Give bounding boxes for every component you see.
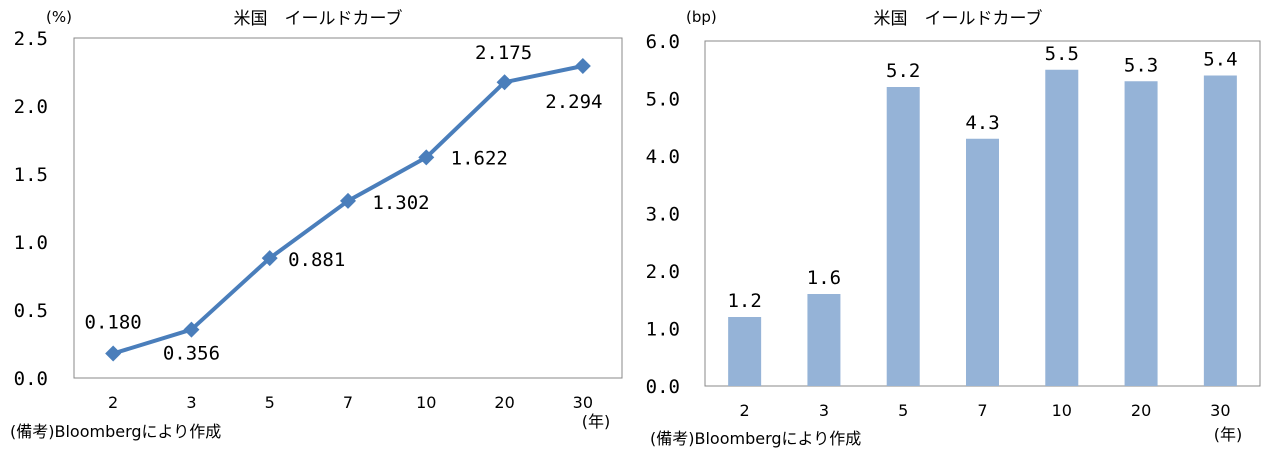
- line-data-label: 0.881: [288, 249, 345, 271]
- bar: [1203, 75, 1237, 386]
- bar-x-tick-label: 5: [898, 401, 908, 420]
- line-x-tick-label: 7: [343, 393, 353, 412]
- line-y-tick-label: 1.5: [14, 164, 48, 186]
- line-y-tick-label: 0.0: [14, 368, 48, 390]
- bar-chart-title: 米国 イールドカーブ: [874, 8, 1043, 29]
- line-y-tick-label: 2.5: [14, 28, 48, 50]
- line-x-tick-label: 3: [186, 393, 196, 412]
- line-data-label: 1.302: [372, 192, 429, 214]
- bar-y-tick-label: 1.0: [646, 319, 680, 341]
- bar: [1045, 69, 1079, 386]
- line-y-tick-label: 0.5: [14, 300, 48, 322]
- line-markers: [105, 58, 591, 362]
- bar-data-label: 5.4: [1203, 49, 1237, 71]
- line-y-tick-label: 1.0: [14, 232, 48, 254]
- line-chart-source-note: (備考)Bloombergにより作成: [10, 422, 221, 441]
- bar-data-label: 5.3: [1124, 54, 1158, 76]
- bar-x-tick-label: 2: [740, 401, 750, 420]
- bar-series: [728, 69, 1237, 386]
- line-point-marker: [261, 250, 278, 267]
- line-data-labels: 0.180 0.356 0.881 1.302 1.622 2.175 2.294: [85, 42, 603, 364]
- bar-y-tick-label: 5.0: [646, 89, 680, 111]
- bar-x-tick-label: 3: [819, 401, 829, 420]
- bar-x-tick-label: 10: [1052, 401, 1072, 420]
- line-point-marker: [105, 345, 122, 362]
- line-data-label: 2.294: [545, 91, 602, 113]
- line-series: [112, 64, 584, 356]
- bar: [1124, 81, 1158, 386]
- bar: [886, 87, 920, 386]
- line-chart-plot-area: [73, 37, 623, 379]
- bar-chart: 米国 イールドカーブ (bp) 0.0 1.0 2.0 3.0 4.0 5.0 6.0 2 3…: [646, 8, 1261, 448]
- line-data-label: 0.356: [163, 343, 220, 365]
- line-chart: 米国 イールドカーブ (%) 0.0 0.5 1.0 1.5 2.0 2.5 2 3 5 7 10…: [10, 8, 623, 441]
- bar-x-tick-label: 30: [1210, 401, 1230, 420]
- bar-data-labels: 1.2 1.6 5.2 4.3 5.5 5.3 5.4: [727, 43, 1237, 312]
- line-y-tick-label: 2.0: [14, 96, 48, 118]
- line-chart-x-axis: 2 3 5 7 10 20 30: [108, 393, 593, 412]
- bar-y-tick-label: 0.0: [646, 376, 680, 398]
- line-data-label: 2.175: [475, 42, 532, 64]
- line-point-marker: [183, 321, 200, 338]
- line-data-label: 0.180: [85, 312, 142, 334]
- bar-data-label: 4.3: [965, 112, 999, 134]
- line-x-tick-label: 10: [416, 393, 436, 412]
- line-point-marker: [340, 192, 356, 209]
- bar-y-tick-label: 4.0: [646, 146, 680, 168]
- bar-data-label: 5.5: [1045, 43, 1079, 65]
- line-chart-x-unit: (年): [582, 412, 611, 431]
- bar-x-tick-label: 20: [1131, 401, 1151, 420]
- line-x-tick-label: 20: [494, 393, 514, 412]
- bar-chart-source-note: (備考)Bloombergにより作成: [650, 429, 861, 448]
- bar-data-label: 1.2: [727, 290, 761, 312]
- bar-data-label: 1.6: [807, 267, 841, 289]
- line-chart-title: 米国 イールドカーブ: [234, 8, 403, 29]
- bar-y-tick-label: 6.0: [646, 31, 680, 53]
- line-x-tick-label: 30: [573, 393, 593, 412]
- bar-chart-x-unit: (年): [1214, 425, 1243, 444]
- bar-y-tick-label: 3.0: [646, 204, 680, 226]
- bar: [807, 294, 841, 386]
- line-chart-y-unit: (%): [46, 8, 72, 26]
- bar: [728, 317, 762, 386]
- bar-chart-y-axis: 0.0 1.0 2.0 3.0 4.0 5.0 6.0: [646, 31, 680, 398]
- line-point-marker: [418, 149, 435, 166]
- line-data-label: 1.622: [451, 147, 508, 169]
- line-point-marker: [574, 58, 591, 75]
- line-x-tick-label: 5: [265, 393, 275, 412]
- line-chart-y-axis: 0.0 0.5 1.0 1.5 2.0 2.5: [14, 28, 48, 390]
- bar-chart-y-unit: (bp): [686, 8, 717, 26]
- bar-y-tick-label: 2.0: [646, 261, 680, 283]
- line-point-marker: [496, 74, 513, 91]
- bar-x-tick-label: 7: [977, 401, 987, 420]
- bar-chart-x-axis: 2 3 5 7 10 20 30: [740, 401, 1231, 420]
- line-x-tick-label: 2: [108, 393, 118, 412]
- bar: [966, 138, 999, 386]
- bar-data-label: 5.2: [886, 60, 920, 82]
